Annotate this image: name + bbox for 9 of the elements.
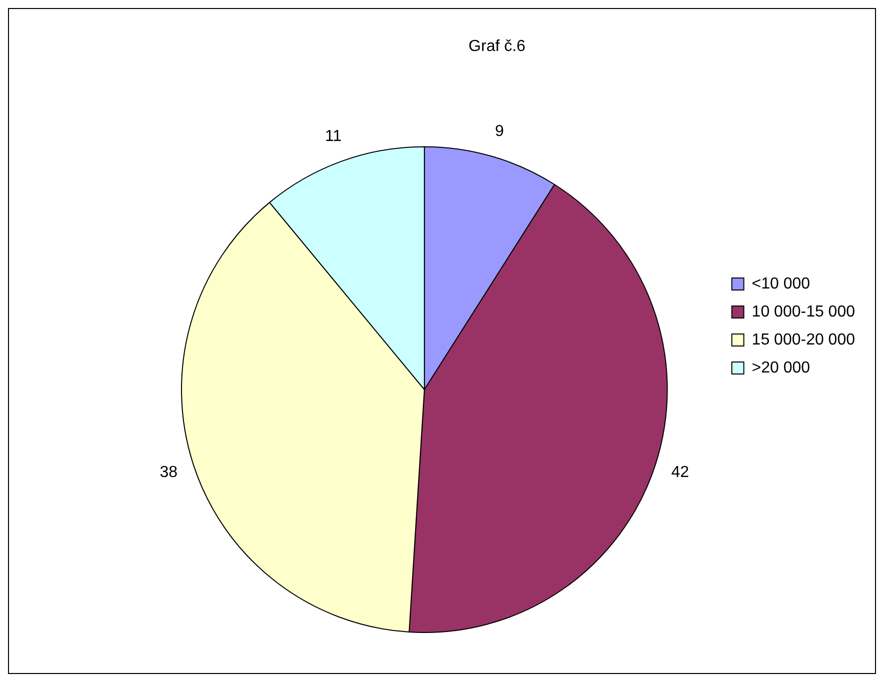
legend-label: >20 000: [752, 359, 810, 376]
legend-label: 10 000-15 000: [752, 303, 856, 320]
legend-label: 15 000-20 000: [752, 331, 856, 348]
data-label: 38: [160, 464, 178, 482]
data-label: 11: [325, 128, 342, 146]
data-label: 9: [494, 122, 504, 140]
data-label: 42: [671, 464, 690, 482]
legend-label: <10 000: [752, 275, 810, 292]
chart-title: Graf č.6: [468, 38, 526, 56]
